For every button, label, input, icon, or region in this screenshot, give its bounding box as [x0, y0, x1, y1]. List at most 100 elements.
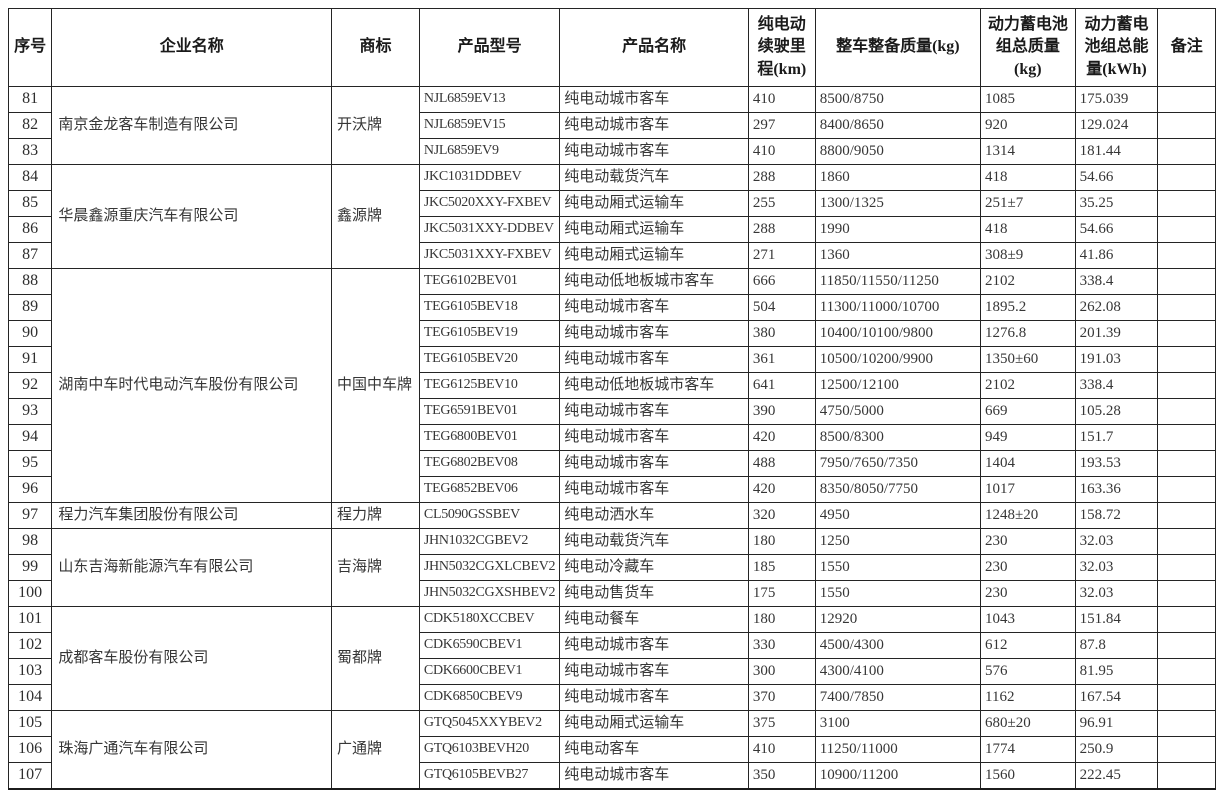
range-cell: 410 [747, 736, 816, 763]
product-model-cell: TEG6105BEV20 [418, 346, 561, 373]
product-model-cell: NJL6859EV9 [418, 138, 561, 165]
note-cell [1157, 736, 1216, 763]
note-cell [1157, 372, 1216, 399]
company-name-cell: 南京金龙客车制造有限公司 [51, 86, 333, 165]
product-model-cell: TEG6802BEV08 [418, 450, 561, 477]
product-name-cell: 纯电动售货车 [559, 580, 749, 607]
note-cell [1157, 320, 1216, 347]
range-cell: 350 [747, 762, 816, 789]
product-name-cell: 纯电动城市客车 [559, 398, 749, 425]
battery-mass-cell: 1017 [980, 476, 1076, 503]
product-model-cell: NJL6859EV13 [418, 86, 561, 113]
battery-mass-cell: 1276.8 [980, 320, 1076, 347]
serial-cell: 99 [7, 554, 53, 581]
battery-mass-cell: 230 [980, 554, 1076, 581]
product-name-cell: 纯电动餐车 [559, 606, 749, 633]
product-name-cell: 纯电动城市客车 [559, 658, 749, 685]
company-name-cell: 湖南中车时代电动汽车股份有限公司 [51, 268, 333, 503]
battery-mass-cell: 612 [980, 632, 1076, 659]
product-model-cell: CDK6590CBEV1 [418, 632, 561, 659]
battery-energy-cell: 222.45 [1074, 762, 1159, 789]
note-cell [1157, 476, 1216, 503]
note-cell [1157, 528, 1216, 555]
serial-cell: 96 [7, 476, 53, 503]
table-row: 85 JKC5020XXY-FXBEV 纯电动厢式运输车 255 1300/1325 25… [7, 190, 1216, 217]
note-cell [1157, 112, 1216, 139]
brand-cell: 广通牌 [331, 710, 420, 789]
product-model-cell: TEG6125BEV10 [418, 372, 561, 399]
range-cell: 320 [747, 502, 816, 529]
table-row: 103 CDK6600CBEV1 纯电动城市客车 300 4300/4100 576 81.… [7, 658, 1216, 685]
range-cell: 185 [747, 554, 816, 581]
note-cell [1157, 606, 1216, 633]
product-name-cell: 纯电动城市客车 [559, 450, 749, 477]
curb-weight-cell: 8800/9050 [814, 138, 982, 165]
curb-weight-cell: 1300/1325 [814, 190, 982, 217]
battery-mass-cell: 1895.2 [980, 294, 1076, 321]
company-name-cell: 山东吉海新能源汽车有限公司 [51, 528, 333, 607]
battery-mass-cell: 1248±20 [980, 502, 1076, 529]
curb-weight-cell: 12500/12100 [814, 372, 982, 399]
battery-energy-cell: 201.39 [1074, 320, 1159, 347]
serial-cell: 100 [7, 580, 53, 607]
battery-energy-cell: 338.4 [1074, 268, 1159, 295]
serial-cell: 86 [7, 216, 53, 243]
serial-cell: 104 [7, 684, 53, 711]
battery-mass-cell: 1085 [980, 86, 1076, 113]
column-header-2: 商标 [331, 8, 420, 87]
serial-cell: 97 [7, 502, 53, 529]
column-header-8: 动力蓄电池组总能量(kWh) [1074, 8, 1159, 87]
brand-cell: 中国中车牌 [331, 268, 420, 503]
note-cell [1157, 86, 1216, 113]
battery-mass-cell: 1162 [980, 684, 1076, 711]
curb-weight-cell: 11250/11000 [814, 736, 982, 763]
battery-energy-cell: 338.4 [1074, 372, 1159, 399]
table-row: 91 TEG6105BEV20 纯电动城市客车 361 10500/10200/9900… [7, 346, 1216, 373]
range-cell: 410 [747, 86, 816, 113]
battery-mass-cell: 1350±60 [980, 346, 1076, 373]
battery-mass-cell: 2102 [980, 268, 1076, 295]
company-name-cell: 程力汽车集团股份有限公司 [51, 502, 333, 529]
note-cell [1157, 450, 1216, 477]
product-model-cell: GTQ5045XXYBEV2 [418, 710, 561, 737]
table-row: 105 珠海广通汽车有限公司 广通牌 GTQ5045XXYBEV2 纯电动厢式运输车 37… [7, 710, 1216, 789]
curb-weight-cell: 4300/4100 [814, 658, 982, 685]
range-cell: 375 [747, 710, 816, 737]
product-model-cell: JKC5031XXY-DDBEV [418, 216, 561, 243]
note-cell [1157, 762, 1216, 789]
table-row: 99 JHN5032CGXLCBEV2 纯电动冷藏车 185 1550 230 32.03 [7, 554, 1216, 581]
table-body: 81 南京金龙客车制造有限公司 开沃牌 NJL6859EV13 纯电动城市客车 410 85… [7, 86, 1216, 789]
curb-weight-cell: 10500/10200/9900 [814, 346, 982, 373]
serial-cell: 90 [7, 320, 53, 347]
curb-weight-cell: 10900/11200 [814, 762, 982, 789]
battery-mass-cell: 949 [980, 424, 1076, 451]
battery-mass-cell: 1314 [980, 138, 1076, 165]
table-row: 86 JKC5031XXY-DDBEV 纯电动厢式运输车 288 1990 418 54.6… [7, 216, 1216, 243]
product-model-cell: TEG6591BEV01 [418, 398, 561, 425]
brand-cell: 蜀都牌 [331, 606, 420, 711]
battery-mass-cell: 920 [980, 112, 1076, 139]
product-model-cell: TEG6852BEV06 [418, 476, 561, 503]
product-name-cell: 纯电动城市客车 [559, 632, 749, 659]
range-cell: 666 [747, 268, 816, 295]
serial-cell: 87 [7, 242, 53, 269]
battery-energy-cell: 250.9 [1074, 736, 1159, 763]
battery-energy-cell: 105.28 [1074, 398, 1159, 425]
product-name-cell: 纯电动城市客车 [559, 684, 749, 711]
range-cell: 361 [747, 346, 816, 373]
table-row: 93 TEG6591BEV01 纯电动城市客车 390 4750/5000 669 105.… [7, 398, 1216, 425]
range-cell: 420 [747, 424, 816, 451]
table-row: 96 TEG6852BEV06 纯电动城市客车 420 8350/8050/7750 10… [7, 476, 1216, 503]
note-cell [1157, 190, 1216, 217]
company-name-cell: 成都客车股份有限公司 [51, 606, 333, 711]
column-header-5: 纯电动续驶里程(km) [747, 8, 816, 87]
column-header-1: 企业名称 [51, 8, 333, 87]
table-row: 90 TEG6105BEV19 纯电动城市客车 380 10400/10100/9800… [7, 320, 1216, 347]
product-name-cell: 纯电动低地板城市客车 [559, 372, 749, 399]
serial-cell: 82 [7, 112, 53, 139]
battery-energy-cell: 163.36 [1074, 476, 1159, 503]
range-cell: 380 [747, 320, 816, 347]
serial-cell: 94 [7, 424, 53, 451]
table-row: 106 GTQ6103BEVH20 纯电动客车 410 11250/11000 1774 2… [7, 736, 1216, 763]
